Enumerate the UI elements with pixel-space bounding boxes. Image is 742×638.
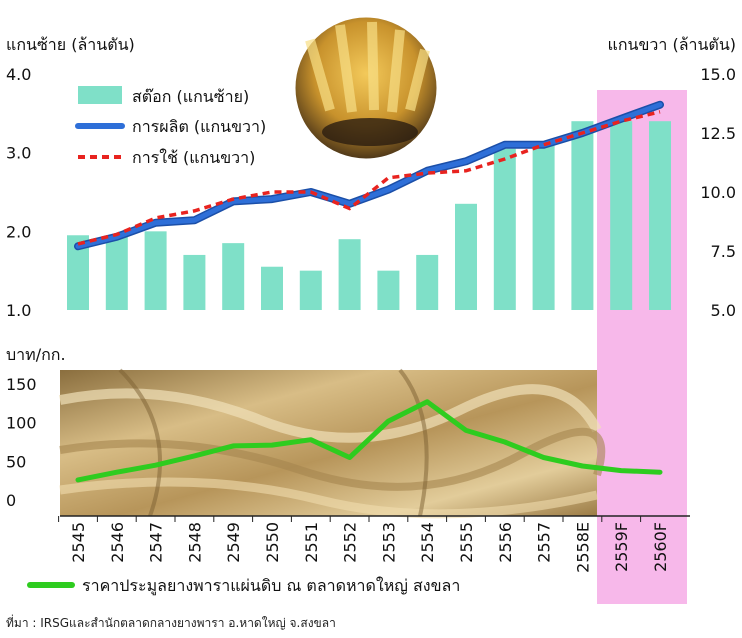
x-label-2550: 2550 (263, 522, 282, 563)
legend-price-label: ราคาประมูลยางพาราแผ่นดิบ ณ ตลาดหาดใหญ่ ส… (82, 576, 460, 596)
x-label-2555: 2555 (457, 522, 476, 563)
left-tick-1.0: 1.0 (6, 301, 31, 320)
right-tick-15.0: 15.0 (700, 65, 736, 84)
stock-bar-2558E (571, 121, 594, 310)
right-tick-12.5: 12.5 (700, 124, 736, 143)
right-tick-5.0: 5.0 (711, 301, 736, 320)
stock-bar-2549 (222, 243, 245, 310)
stock-bar-2560F (649, 121, 671, 310)
x-label-2560F: 2560F (651, 522, 670, 572)
legend-production-label: การผลิต (แกนขวา) (132, 117, 266, 136)
stock-bar-2553 (377, 270, 400, 310)
rubber-sheet-photo (59, 368, 606, 519)
x-label-2552: 2552 (341, 522, 360, 563)
price-tick-150: 150 (6, 375, 37, 394)
right-axis-title: แกนขวา (ล้านตัน) (608, 35, 736, 54)
stock-bar-2552 (338, 239, 361, 310)
stock-bar-2556 (493, 148, 516, 310)
stock-bar-2557 (532, 144, 555, 310)
price-line (75, 399, 663, 483)
x-label-2549: 2549 (224, 522, 243, 563)
x-label-2557: 2557 (535, 522, 554, 563)
stock-bar-2554 (416, 254, 439, 310)
price-tick-100: 100 (6, 414, 37, 433)
stock-bar-2546 (105, 235, 128, 310)
stock-bars (67, 121, 671, 310)
upper-legend: สต๊อก (แกนซ้าย) การผลิต (แกนขวา) การใช้ … (75, 86, 266, 167)
left-tick-3.0: 3.0 (6, 144, 31, 163)
legend-consumption-label: การใช้ (แกนขวา) (132, 148, 255, 167)
stock-bar-2548 (183, 254, 206, 310)
x-label-2545: 2545 (69, 522, 88, 563)
x-label-2558E: 2558E (573, 522, 592, 573)
rubber-workers-photo (292, 14, 440, 162)
stock-bar-2555 (455, 203, 477, 310)
x-label-2554: 2554 (418, 522, 437, 563)
price-tick-50: 50 (6, 452, 26, 471)
left-tick-2.0: 2.0 (6, 222, 31, 241)
stock-bar-2559F (610, 121, 633, 310)
left-tick-4.0: 4.0 (6, 65, 31, 84)
x-label-2553: 2553 (379, 522, 398, 563)
upper-lines (74, 100, 664, 251)
legend-stock-swatch (78, 86, 122, 104)
stock-bar-2547 (144, 231, 167, 310)
x-label-2556: 2556 (496, 522, 515, 563)
x-label-2547: 2547 (147, 522, 166, 563)
lower-lines (75, 399, 663, 483)
axis-ticks: 4.0 3.0 2.0 1.0 15.0 12.5 10.0 7.5 5.0 150 100 50 0 (6, 65, 736, 510)
legend-stock-label: สต๊อก (แกนซ้าย) (132, 87, 249, 106)
x-label-2548: 2548 (185, 522, 204, 563)
x-label-2546: 2546 (108, 522, 127, 563)
left-axis-title: แกนซ้าย (ล้านตัน) (6, 35, 135, 54)
consumption-line (77, 110, 661, 246)
stock-bar-2551 (299, 270, 322, 310)
price-tick-0: 0 (6, 491, 16, 510)
stock-bar-2545 (67, 235, 89, 310)
source-note: ที่มา : IRSGและสำนักตลาดกลางยางพารา อ.หา… (6, 616, 336, 630)
x-label-2559F: 2559F (612, 522, 631, 572)
right-tick-10.0: 10.0 (700, 183, 736, 202)
stock-bar-2550 (261, 266, 283, 310)
x-axis-labels: 2545 2546 2547 2548 2549 2550 2551 2552 2553 2554… (58, 515, 690, 573)
production-line (75, 102, 663, 249)
right-tick-7.5: 7.5 (711, 242, 736, 261)
lower-legend: ราคาประมูลยางพาราแผ่นดิบ ณ ตลาดหาดใหญ่ ส… (27, 576, 460, 596)
price-axis-title: บาท/กก. (6, 345, 66, 364)
x-label-2551: 2551 (302, 522, 321, 563)
